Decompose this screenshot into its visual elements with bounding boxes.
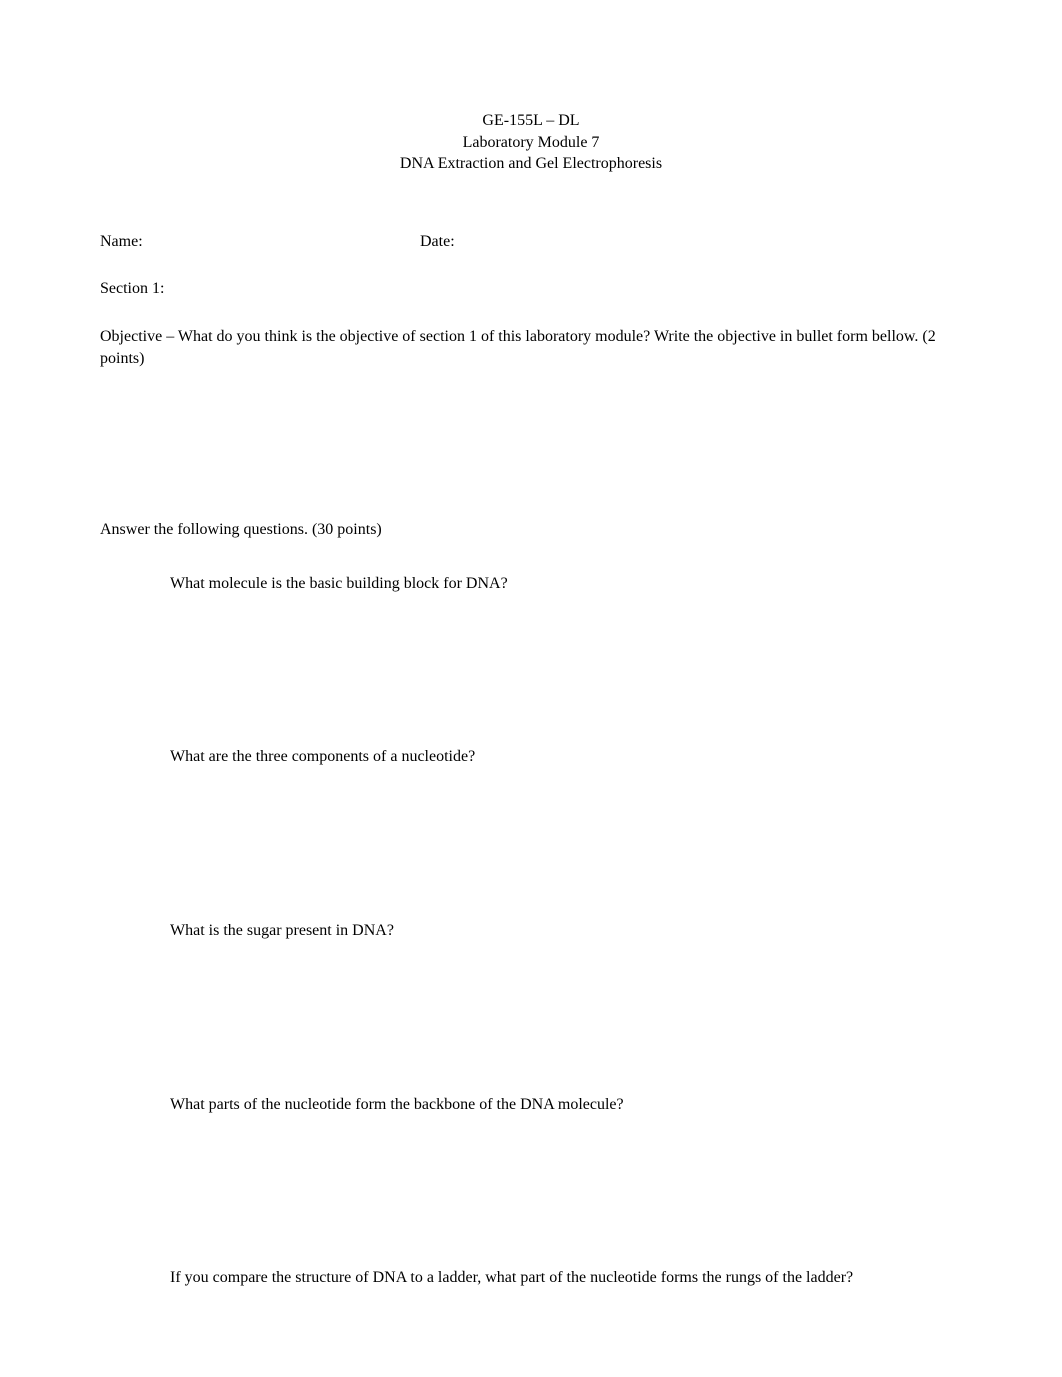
question-text: What molecule is the basic building bloc… <box>170 573 962 595</box>
module-title: Laboratory Module 7 <box>100 132 962 154</box>
question-text: If you compare the structure of DNA to a… <box>170 1267 962 1289</box>
list-item: What molecule is the basic building bloc… <box>146 573 962 595</box>
course-code: GE-155L – DL <box>100 110 962 132</box>
questions-intro: Answer the following questions. (30 poin… <box>100 519 962 541</box>
date-label: Date: <box>420 231 455 253</box>
question-text: What are the three components of a nucle… <box>170 746 962 768</box>
list-item: What parts of the nucleotide form the ba… <box>146 1094 962 1116</box>
list-item: What is the sugar present in DNA? <box>146 920 962 942</box>
question-text: What is the sugar present in DNA? <box>170 920 962 942</box>
section-heading: Section 1: <box>100 278 962 300</box>
objective-prompt: Objective – What do you think is the obj… <box>100 326 962 369</box>
question-text: What parts of the nucleotide form the ba… <box>170 1094 962 1116</box>
module-subtitle: DNA Extraction and Gel Electrophoresis <box>100 153 962 175</box>
list-item: If you compare the structure of DNA to a… <box>146 1267 962 1289</box>
document-header: GE-155L – DL Laboratory Module 7 DNA Ext… <box>100 110 962 175</box>
list-item: What are the three components of a nucle… <box>146 746 962 768</box>
name-label: Name: <box>100 231 420 253</box>
name-date-row: Name: Date: <box>100 231 962 253</box>
question-list: What molecule is the basic building bloc… <box>100 573 962 1289</box>
